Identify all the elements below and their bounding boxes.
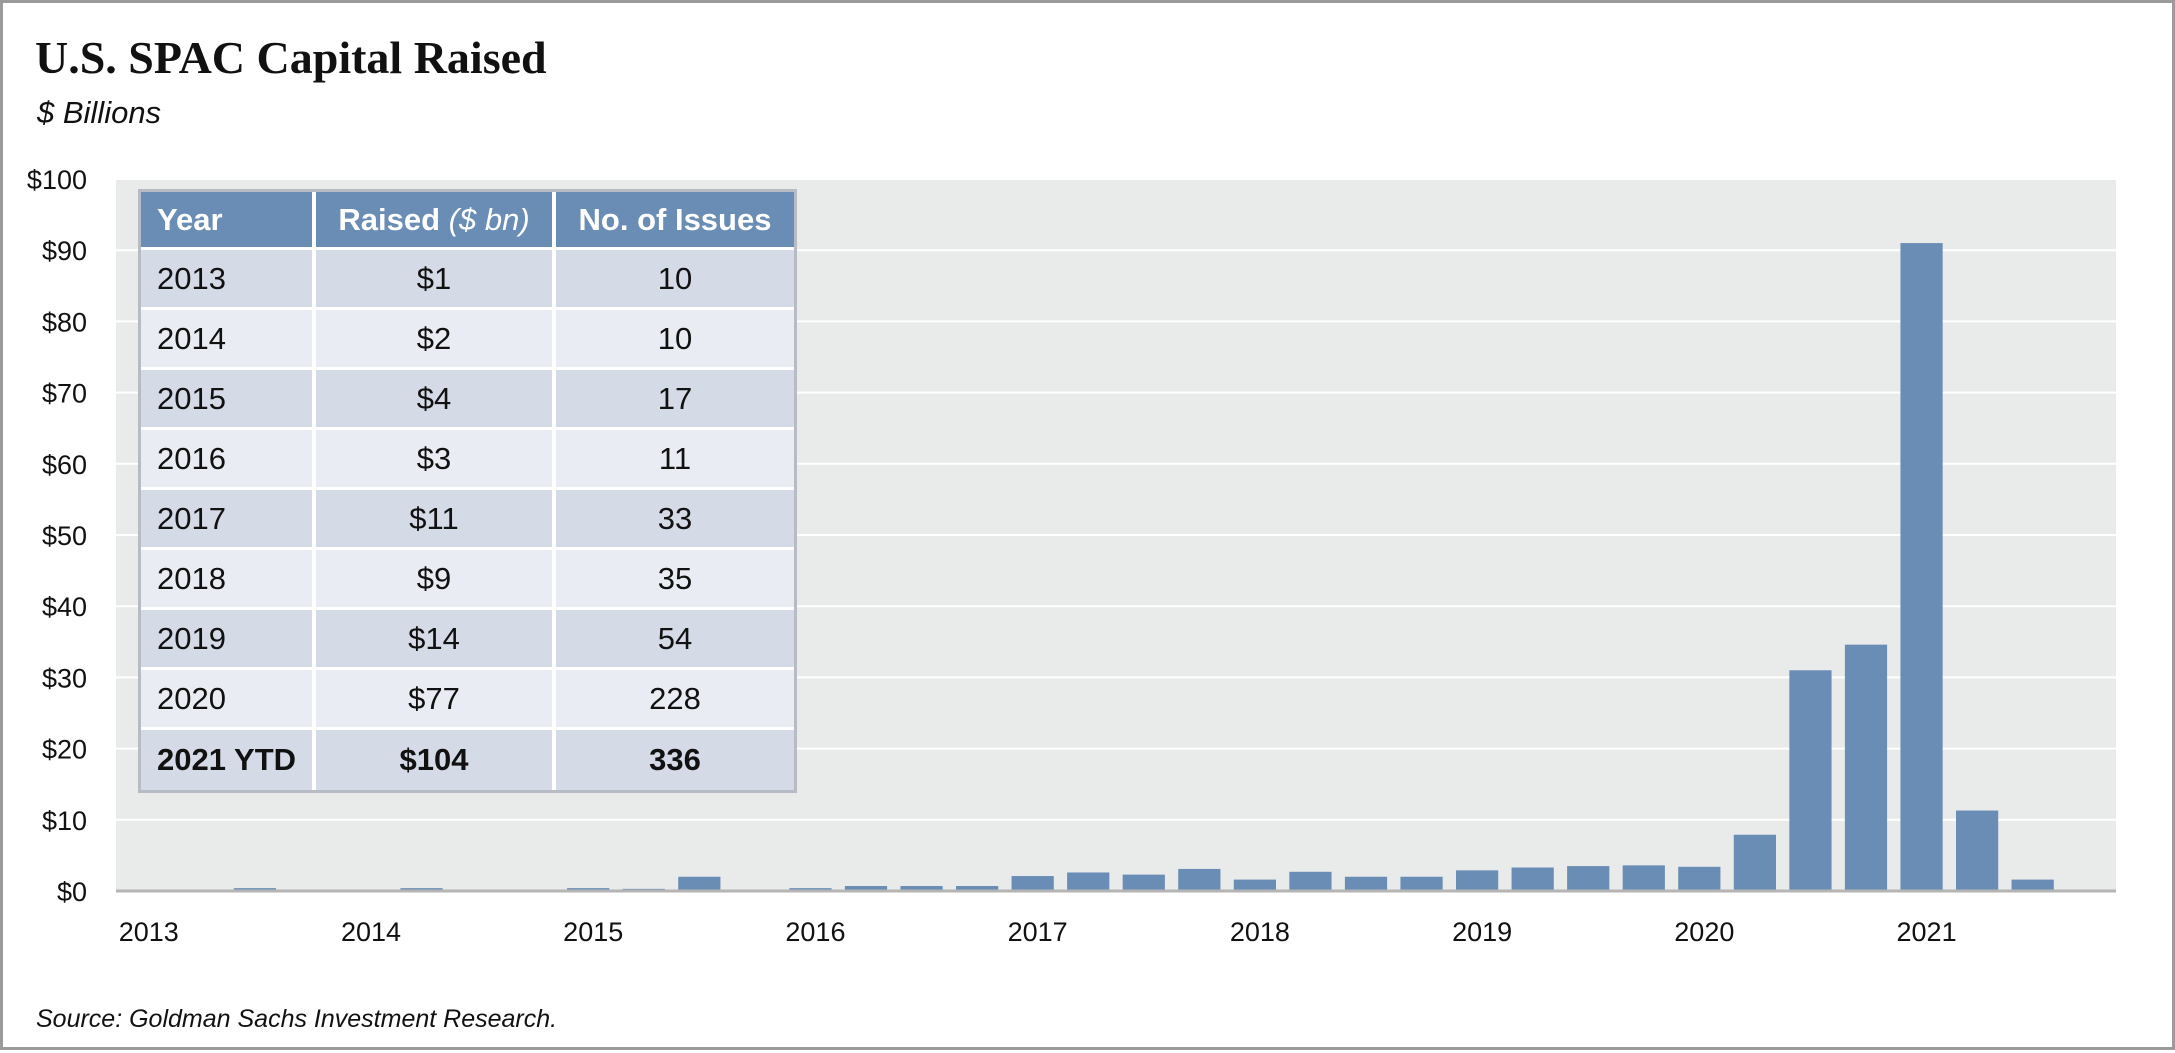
y-tick-label: $90: [42, 236, 87, 266]
cell-issues: 17: [556, 370, 794, 430]
summary-table: Year Raised ($ bn) No. of Issues 2013 $1…: [138, 189, 797, 793]
bar: [1400, 876, 1443, 891]
y-tick-label: $20: [42, 735, 87, 765]
bar: [1567, 866, 1610, 891]
header-year: Year: [141, 192, 316, 250]
y-tick-label: $10: [42, 806, 87, 836]
cell-raised: $77: [316, 670, 556, 730]
cell-year: 2020: [141, 670, 316, 730]
x-tick-label: 2020: [1674, 917, 1734, 947]
cell-raised: $14: [316, 610, 556, 670]
bar: [1011, 876, 1054, 891]
x-tick-label: 2018: [1230, 917, 1290, 947]
cell-raised: $3: [316, 430, 556, 490]
cell-issues: 10: [556, 310, 794, 370]
x-tick-label: 2013: [119, 917, 179, 947]
y-tick-label: $60: [42, 450, 87, 480]
cell-issues: 33: [556, 490, 794, 550]
bar: [1900, 243, 1943, 891]
table-row: 2017 $11 33: [141, 490, 794, 550]
cell-raised: $104: [316, 730, 556, 790]
y-tick-label: $30: [42, 663, 87, 693]
cell-issues: 35: [556, 550, 794, 610]
x-tick-label: 2014: [341, 917, 401, 947]
table-header-row: Year Raised ($ bn) No. of Issues: [141, 192, 794, 250]
table-row: 2016 $3 11: [141, 430, 794, 490]
x-tick-label: 2021: [1897, 917, 1957, 947]
bar: [1844, 644, 1888, 891]
header-raised-label: Raised: [338, 201, 441, 237]
cell-issues: 228: [556, 670, 794, 730]
cell-issues: 336: [556, 730, 794, 790]
bar: [1233, 879, 1276, 891]
y-tick-label: $100: [27, 165, 87, 195]
bar: [1956, 810, 1999, 891]
bar: [1789, 670, 1832, 891]
cell-raised: $4: [316, 370, 556, 430]
source-note: Source: Goldman Sachs Investment Researc…: [36, 1005, 558, 1033]
bar: [2011, 879, 2054, 891]
bar: [1622, 865, 1665, 891]
bar: [900, 886, 943, 891]
table-row-ytd: 2021 YTD $104 336: [141, 730, 794, 790]
header-raised: Raised ($ bn): [316, 192, 556, 250]
cell-year: 2016: [141, 430, 316, 490]
table-row: 2014 $2 10: [141, 310, 794, 370]
bar: [1733, 834, 1776, 891]
cell-raised: $9: [316, 550, 556, 610]
bar: [678, 876, 721, 891]
cell-year: 2017: [141, 490, 316, 550]
x-tick-label: 2015: [563, 917, 623, 947]
cell-issues: 54: [556, 610, 794, 670]
cell-raised: $11: [316, 490, 556, 550]
bar: [956, 886, 999, 891]
table-row: 2019 $14 54: [141, 610, 794, 670]
bar: [1289, 871, 1332, 891]
table-row: 2020 $77 228: [141, 670, 794, 730]
cell-year: 2013: [141, 250, 316, 310]
bar: [1178, 868, 1221, 891]
y-tick-label: $80: [42, 307, 87, 337]
header-issues: No. of Issues: [556, 192, 794, 250]
chart-title: U.S. SPAC Capital Raised: [35, 32, 547, 83]
header-raised-unit: ($ bn): [448, 201, 530, 237]
table-row: 2013 $1 10: [141, 250, 794, 310]
cell-year: 2021 YTD: [141, 730, 316, 790]
bar: [1344, 876, 1388, 891]
bar: [1678, 866, 1721, 891]
cell-raised: $2: [316, 310, 556, 370]
chart-subtitle: $ Billions: [37, 95, 162, 130]
cell-raised: $1: [316, 250, 556, 310]
cell-issues: 11: [556, 430, 794, 490]
bar: [1067, 872, 1110, 891]
cell-year: 2019: [141, 610, 316, 670]
cell-year: 2014: [141, 310, 316, 370]
cell-year: 2018: [141, 550, 316, 610]
cell-year: 2015: [141, 370, 316, 430]
table-row: 2015 $4 17: [141, 370, 794, 430]
bar: [1122, 874, 1165, 891]
bar: [844, 886, 888, 891]
x-tick-label: 2016: [785, 917, 845, 947]
y-tick-label: $50: [42, 521, 87, 551]
bar: [1456, 870, 1499, 891]
x-tick-label: 2017: [1008, 917, 1068, 947]
y-tick-label: $0: [57, 877, 87, 907]
bar: [1511, 867, 1554, 891]
y-tick-label: $70: [42, 379, 87, 409]
y-tick-label: $40: [42, 592, 87, 622]
cell-issues: 10: [556, 250, 794, 310]
x-tick-label: 2019: [1452, 917, 1512, 947]
table-row: 2018 $9 35: [141, 550, 794, 610]
